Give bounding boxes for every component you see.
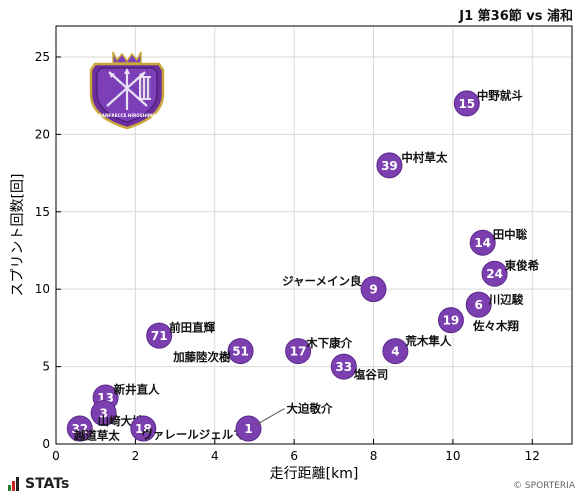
point-marker — [360, 276, 387, 303]
stats-brand: STATs — [8, 476, 69, 492]
point-number: 24 — [486, 267, 503, 281]
crest-text: SANFRECCE HIROSHIMA — [99, 113, 156, 118]
point-marker — [469, 229, 496, 256]
point-marker — [481, 260, 508, 287]
point-marker — [130, 415, 157, 442]
y-tick-label: 5 — [42, 360, 50, 374]
match-title: J1 第36節 vs 浦和 — [459, 9, 573, 24]
point-label: 荒木隼人 — [404, 334, 451, 348]
point-marker — [146, 322, 173, 349]
point-label: 前田直輝 — [169, 321, 215, 335]
point-number: 9 — [369, 283, 377, 297]
point-marker — [437, 307, 464, 334]
x-axis-label: 走行距離[km] — [270, 465, 359, 482]
point-label: 大迫敬介 — [287, 402, 333, 416]
point-number: 18 — [135, 422, 152, 436]
data-point: 9 ジャーメイン良 — [282, 274, 387, 303]
point-number: 51 — [232, 345, 249, 359]
point-label: 木下康介 — [305, 336, 352, 350]
point-marker — [227, 338, 254, 365]
y-axis-label: スプリント回数[回] — [10, 174, 26, 297]
data-point: 1 大迫敬介 — [235, 402, 333, 442]
point-number: 1 — [244, 422, 252, 436]
grid — [55, 26, 572, 445]
x-tick-label: 0 — [52, 449, 60, 463]
data-point: 4 荒木隼人 — [382, 334, 452, 365]
point-number: 39 — [381, 159, 398, 173]
point-number: 33 — [335, 360, 352, 374]
point-label: 塩谷司 — [354, 368, 389, 382]
point-number: 3 — [99, 407, 107, 421]
point-number: 17 — [290, 345, 307, 359]
point-label: 中村草太 — [401, 150, 447, 164]
point-marker — [376, 152, 403, 179]
x-tick-label: 2 — [132, 449, 140, 463]
point-marker — [90, 400, 117, 427]
point-label: 新井直人 — [114, 383, 160, 397]
point-number: 15 — [458, 97, 475, 111]
point-number: 4 — [391, 345, 399, 359]
point-label: ヴァレールジェルマン — [141, 428, 256, 442]
point-marker — [465, 291, 492, 318]
y-tick-label: 15 — [35, 205, 50, 219]
data-point: 19 佐々木翔 — [437, 307, 519, 334]
point-label: 田中聡 — [493, 228, 528, 242]
point-marker — [66, 415, 93, 442]
brand-label: STATs — [25, 476, 70, 492]
point-number: 19 — [443, 314, 460, 328]
sanfrecce-crest-logo: SANFRECCE HIROSHIMA — [89, 51, 165, 130]
point-marker — [235, 415, 262, 442]
copyright: © SPORTERIA — [513, 481, 575, 491]
point-number: 71 — [151, 329, 168, 343]
data-point: 6 川辺駿 — [465, 291, 524, 318]
y-tick-label: 0 — [42, 437, 50, 451]
point-label: 川辺駿 — [488, 293, 524, 307]
point-label: 東俊希 — [505, 259, 540, 273]
point-marker — [330, 353, 357, 380]
point-label: ジャーメイン良 — [282, 274, 362, 288]
x-tick-label: 12 — [525, 449, 540, 463]
point-number: 14 — [474, 236, 491, 250]
point-marker — [382, 338, 409, 365]
x-tick-label: 6 — [290, 449, 298, 463]
x-tick-label: 8 — [370, 449, 378, 463]
point-label: 越道草太 — [73, 429, 120, 443]
point-marker — [285, 338, 312, 365]
plot-frame — [55, 25, 573, 445]
x-tick-label: 10 — [445, 449, 460, 463]
point-label: 加藤陸次樹 — [172, 350, 231, 364]
x-tick-label: 4 — [211, 449, 219, 463]
point-label: 中野就斗 — [477, 88, 523, 102]
point-label: 佐々木翔 — [472, 319, 519, 333]
point-number: 6 — [475, 298, 483, 312]
y-tick-label: 25 — [35, 50, 50, 64]
y-tick-label: 20 — [35, 127, 50, 141]
y-tick-label: 10 — [35, 282, 50, 296]
label-leader-line — [256, 408, 285, 425]
bar-chart-icon — [8, 477, 20, 491]
point-marker — [453, 90, 480, 117]
point-number: 32 — [71, 422, 88, 436]
